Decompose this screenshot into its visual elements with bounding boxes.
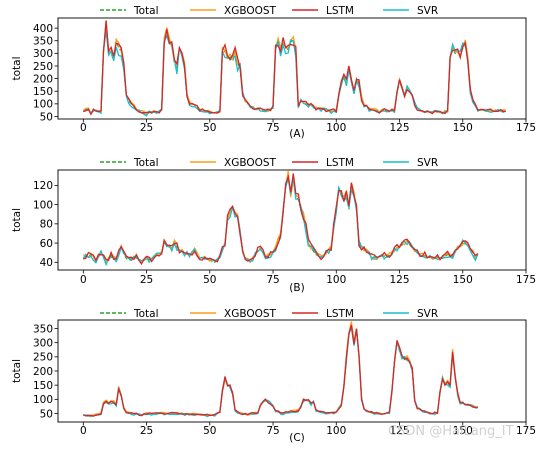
y-axis-label: total (11, 359, 23, 383)
x-tick-label: 50 (203, 122, 216, 134)
legend: Total XGBOOST LSTM SVR (100, 157, 438, 169)
x-tick-label: 175 (516, 425, 536, 437)
x-tick-label: 125 (389, 425, 409, 437)
series-line-total (83, 23, 506, 116)
y-tick-label: 40 (40, 257, 53, 269)
plot-frame (57, 17, 527, 120)
series-line-xgboost (83, 170, 479, 264)
series-line-xgboost (82, 19, 506, 116)
legend-label-lstm: LSTM (326, 157, 354, 169)
legend-label-total: Total (133, 5, 159, 17)
series-line-lstm (83, 20, 506, 116)
watermark: CSDN @HaiLang_IT (388, 424, 514, 439)
x-tick-label: 125 (389, 274, 409, 286)
plot-frame (57, 319, 527, 423)
x-tick-label: 25 (140, 274, 153, 286)
y-tick-label: 250 (33, 61, 53, 73)
x-tick-label: 0 (80, 274, 87, 286)
legend-label-xgboost: XGBOOST (224, 157, 277, 169)
legend-label-xgboost: XGBOOST (224, 5, 277, 17)
y-tick-label: 100 (33, 394, 53, 406)
series-line-xgboost (82, 321, 479, 417)
series-group (82, 321, 479, 418)
legend-label-svr: SVR (417, 157, 438, 169)
y-tick-label: 350 (33, 323, 53, 335)
x-tick-label: 175 (516, 122, 536, 134)
x-tick-label: 100 (326, 122, 346, 134)
y-tick-label: 300 (33, 337, 53, 349)
subplot-caption: (B) (289, 282, 304, 294)
x-tick-label: 25 (140, 425, 153, 437)
x-tick-label: 175 (516, 274, 536, 286)
y-tick-label: 350 (33, 36, 53, 48)
x-tick-label: 75 (266, 425, 279, 437)
x-tick-label: 0 (80, 122, 87, 134)
y-tick-label: 50 (40, 111, 53, 123)
y-tick-label: 50 (40, 408, 53, 420)
y-tick-label: 400 (33, 23, 53, 35)
series-line-total (83, 173, 479, 264)
x-tick-label: 0 (80, 425, 87, 437)
series-line-lstm (83, 324, 479, 417)
x-tick-label: 150 (453, 425, 473, 437)
y-tick-label: 150 (33, 86, 53, 98)
legend: Total XGBOOST LSTM SVR (100, 5, 438, 17)
y-axis-label: total (11, 208, 23, 232)
x-tick-label: 150 (453, 122, 473, 134)
legend-label-lstm: LSTM (326, 308, 354, 320)
subplot-caption: (C) (289, 432, 305, 444)
x-tick-label: 25 (140, 122, 153, 134)
x-tick-label: 75 (266, 274, 279, 286)
y-tick-label: 100 (33, 99, 53, 111)
x-tick-label: 125 (389, 122, 409, 134)
x-tick-label: 100 (326, 274, 346, 286)
y-axis-label: total (11, 56, 23, 80)
subplot-caption: (A) (289, 128, 304, 140)
legend-label-total: Total (133, 157, 159, 169)
x-tick-label: 50 (203, 425, 216, 437)
y-tick-label: 80 (40, 219, 53, 231)
series-line-total (83, 325, 479, 417)
subplot-a: Total XGBOOST LSTM SVR 0 25 50 75 100 125 150 175 50… (11, 5, 536, 140)
legend-label-total: Total (133, 308, 159, 320)
x-tick-label: 50 (203, 274, 216, 286)
x-tick-label: 100 (326, 425, 346, 437)
plot-frame (57, 169, 527, 271)
legend-label-svr: SVR (417, 308, 438, 320)
x-tick-label: 75 (266, 122, 279, 134)
legend-label-xgboost: XGBOOST (224, 308, 277, 320)
x-tick-label: 150 (453, 274, 473, 286)
series-line-lstm (83, 173, 479, 266)
y-tick-label: 100 (33, 199, 53, 211)
y-tick-label: 60 (40, 238, 53, 250)
legend-label-svr: SVR (417, 5, 438, 17)
legend-label-lstm: LSTM (326, 5, 354, 17)
series-line-svr (83, 327, 478, 418)
y-tick-label: 300 (33, 48, 53, 60)
y-tick-label: 150 (33, 380, 53, 392)
subplot-c: Total XGBOOST LSTM SVR 0 25 50 75 100 125 150 175 50… (11, 308, 536, 444)
series-group (82, 19, 507, 117)
subplot-b: Total XGBOOST LSTM SVR 0 25 50 75 100 125 150 175 40… (11, 157, 536, 294)
y-tick-label: 250 (33, 352, 53, 364)
y-tick-label: 200 (33, 73, 53, 85)
series-line-svr (82, 176, 479, 267)
y-tick-label: 200 (33, 366, 53, 378)
legend: Total XGBOOST LSTM SVR (100, 308, 438, 320)
y-tick-label: 120 (33, 180, 53, 192)
series-group (82, 170, 479, 267)
